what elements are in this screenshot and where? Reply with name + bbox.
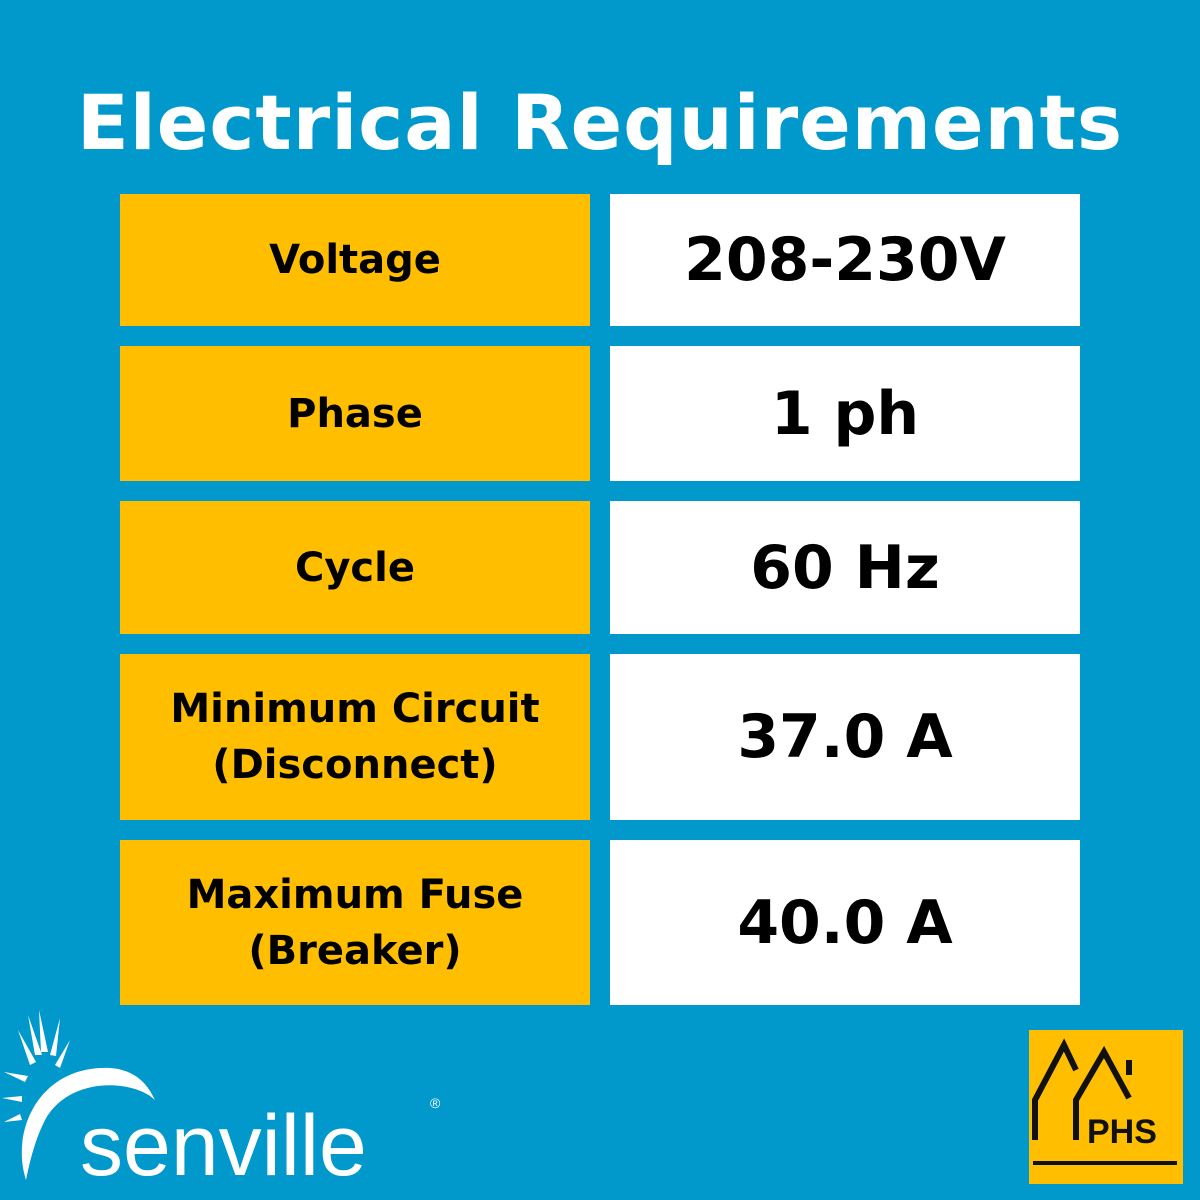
value-text: 1 ph [770,378,920,449]
label-cycle: Cycle [120,501,590,634]
label-text: Minimum Circuit (Disconnect) [170,686,540,788]
brand-text: senville [80,1098,367,1194]
label-text: Voltage [269,237,441,283]
label-text: Phase [287,390,423,437]
value-phase: 1 ph [610,346,1080,481]
label-phase: Phase [120,346,590,481]
senville-logo: senville ® [2,1010,441,1194]
value-text: 60 Hz [750,532,940,603]
sun-icon [2,1010,70,1122]
label-voltage: Voltage [120,194,590,326]
value-text: 208-230V [684,225,1006,295]
label-text: Maximum Fuse (Breaker) [186,871,524,974]
value-minimum-circuit: 37.0 A [610,654,1080,820]
registered-mark: ® [430,1095,441,1111]
value-cycle: 60 Hz [610,501,1080,634]
label-minimum-circuit: Minimum Circuit (Disconnect) [120,654,590,820]
label-text: Cycle [295,544,415,591]
value-voltage: 208-230V [610,194,1080,326]
value-text: 37.0 A [737,702,953,772]
page-title: Electrical Requirements [76,78,1124,167]
label-maximum-fuse: Maximum Fuse (Breaker) [120,840,590,1005]
phs-text: PHS [1087,1113,1157,1151]
value-maximum-fuse: 40.0 A [610,840,1080,1005]
phs-logo: PHS [1029,1030,1183,1184]
value-text: 40.0 A [737,887,953,958]
